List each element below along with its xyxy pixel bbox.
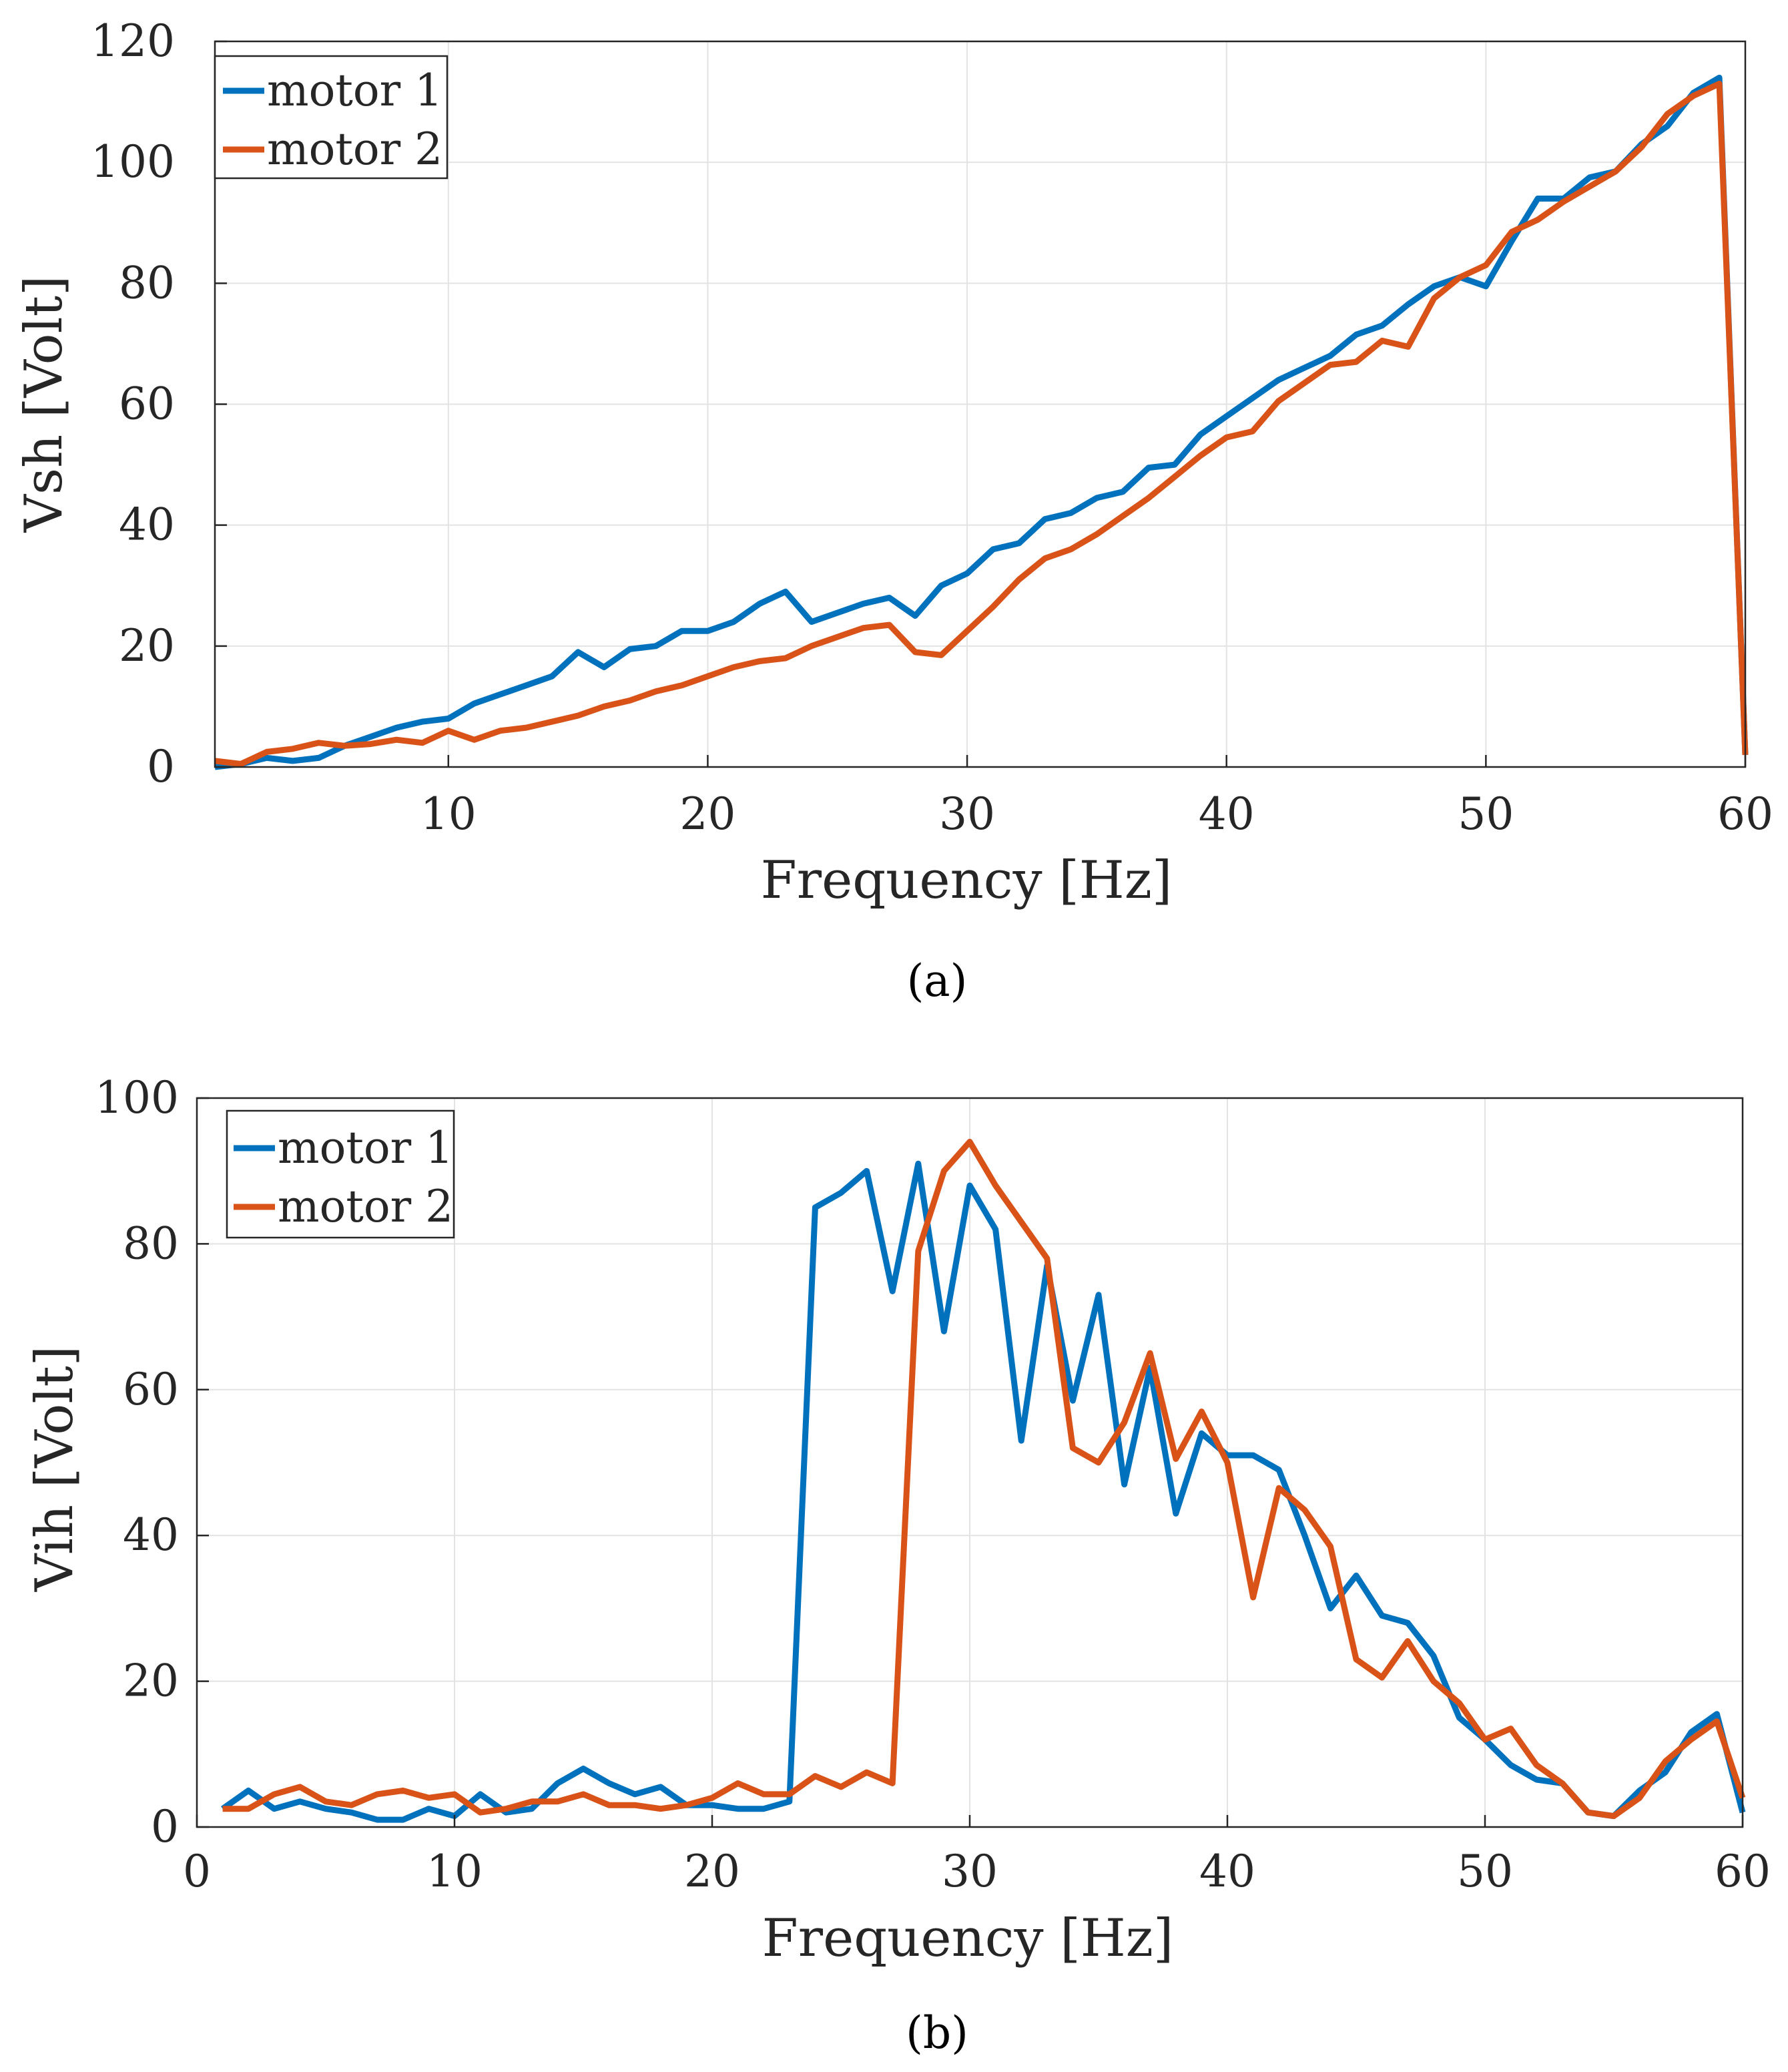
panel-a-caption: (a) xyxy=(907,955,968,1007)
panel-b-xtick-label: 60 xyxy=(1715,1846,1771,1897)
panel-a-xtick-label: 50 xyxy=(1458,788,1514,840)
panel-b-y-axis-label: Vih [Volt] xyxy=(25,1346,85,1592)
panel-b: 0 20 40 60 80 100 0 10 20 30 40 50 60 Vih [Volt] Fr… xyxy=(25,1072,1771,2059)
panel-b-caption: (b) xyxy=(906,2007,968,2059)
panel-a-legend-label-motor-2: motor 2 xyxy=(267,123,442,175)
panel-b-y-ticks: 0 20 40 60 80 100 xyxy=(95,1072,209,1852)
panel-b-ytick-label: 60 xyxy=(123,1364,179,1415)
panel-b-series-line-motor-1 xyxy=(221,1160,1746,1823)
panel-a-x-axis-label: Frequency [Hz] xyxy=(761,850,1173,911)
panel-b-x-ticks: 0 10 20 30 40 50 60 xyxy=(183,1815,1771,1897)
panel-b-legend-label-motor-1: motor 1 xyxy=(278,1122,453,1174)
panel-b-series xyxy=(221,1139,1746,1823)
panel-b-x-axis-label: Frequency [Hz] xyxy=(762,1908,1174,1969)
panel-a-series-line-motor-1 xyxy=(214,74,1749,770)
panel-b-ytick-label: 20 xyxy=(123,1655,179,1707)
panel-b-xtick-label: 30 xyxy=(942,1846,998,1897)
panel-a-series-line-motor-2 xyxy=(214,80,1749,767)
panel-b-xtick-label: 10 xyxy=(426,1846,483,1897)
panel-a-xtick-label: 30 xyxy=(939,788,995,840)
panel-a-legend: motor 1 motor 2 xyxy=(214,55,449,180)
panel-b-ytick-label: 0 xyxy=(151,1801,179,1852)
panel-a-y-axis-label: Vsh [Volt] xyxy=(14,276,74,533)
panel-b-legend-label-motor-2: motor 2 xyxy=(278,1181,453,1232)
panel-a-ytick-label: 100 xyxy=(91,136,175,188)
panel-a-xtick-label: 20 xyxy=(679,788,735,840)
panel-b-xtick-label: 20 xyxy=(684,1846,740,1897)
panel-a-y-ticks: 0 20 40 60 80 100 120 xyxy=(91,15,227,792)
panel-b-xtick-label: 50 xyxy=(1457,1846,1513,1897)
panel-a-ytick-label: 20 xyxy=(119,620,175,672)
panel-a-ytick-label: 40 xyxy=(119,499,175,551)
panel-a-x-ticks: 10 20 30 40 50 60 xyxy=(420,755,1773,840)
panel-b-legend: motor 1 motor 2 xyxy=(226,1109,455,1239)
panel-a-xtick-label: 40 xyxy=(1199,788,1255,840)
panel-a-series xyxy=(214,74,1749,770)
panel-a-xtick-label: 10 xyxy=(420,788,477,840)
panel-a-xtick-label: 60 xyxy=(1717,788,1773,840)
panel-b-xtick-label: 0 xyxy=(183,1846,211,1897)
panel-a-legend-box xyxy=(214,55,449,180)
panel-b-ytick-label: 40 xyxy=(123,1509,179,1561)
panel-b-ytick-label: 80 xyxy=(123,1218,179,1269)
panel-b-xtick-label: 40 xyxy=(1199,1846,1255,1897)
panel-b-legend-box xyxy=(226,1109,455,1239)
panel-a-ytick-label: 0 xyxy=(147,741,175,792)
panel-b-ytick-label: 100 xyxy=(95,1072,179,1123)
panel-a-legend-label-motor-1: motor 1 xyxy=(267,65,442,116)
panel-a-ytick-label: 120 xyxy=(91,15,175,67)
panel-a-ytick-label: 80 xyxy=(119,257,175,308)
panel-b-series-line-motor-2 xyxy=(222,1139,1746,1820)
panel-a-ytick-label: 60 xyxy=(119,378,175,430)
